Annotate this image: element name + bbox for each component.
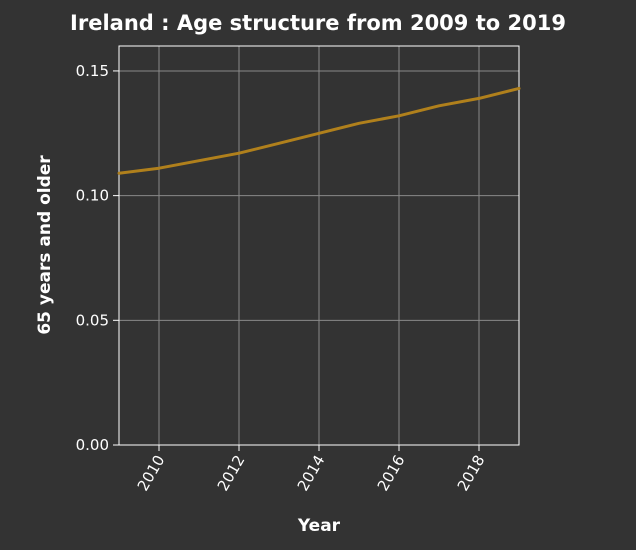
grid: [119, 46, 519, 445]
x-tick-label: 2018: [454, 452, 489, 494]
x-tick-label: 2010: [134, 452, 169, 494]
x-tick-label: 2016: [374, 452, 409, 494]
x-axis-ticks: 2010 2012 2014 2016 2018: [134, 445, 489, 494]
chart-title: Ireland : Age structure from 2009 to 201…: [70, 11, 566, 35]
y-axis-label: 65 years and older: [35, 155, 55, 335]
y-tick-label: 0.10: [76, 187, 109, 205]
y-tick-label: 0.00: [76, 436, 109, 454]
x-tick-label: 2014: [294, 452, 329, 494]
y-axis-ticks: 0.00 0.05 0.10 0.15: [76, 62, 119, 454]
x-axis-label: Year: [297, 516, 341, 536]
x-tick-label: 2012: [214, 452, 249, 494]
y-tick-label: 0.05: [76, 311, 109, 329]
y-tick-label: 0.15: [76, 62, 109, 80]
